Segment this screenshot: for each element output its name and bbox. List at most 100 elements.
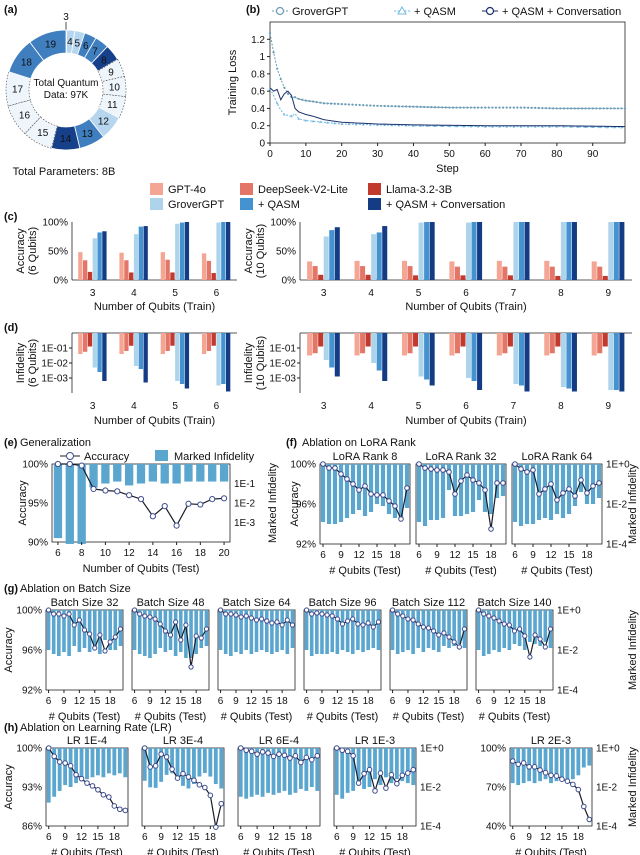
infidelity-bar	[46, 748, 51, 803]
loss-point	[605, 107, 609, 110]
y-tick-label: 0	[259, 139, 265, 150]
x-tick-label: 90	[587, 149, 599, 160]
accuracy-point	[237, 745, 244, 751]
bar-0-2	[401, 333, 408, 356]
panel-g-xlabel: # Qubits (Test)	[49, 711, 121, 723]
legend-acc-label: Accuracy	[84, 451, 130, 463]
infidelity-bar	[229, 610, 233, 656]
accuracy-point	[434, 467, 440, 473]
y-tick-label: 50%	[276, 247, 296, 258]
infidelity-bar	[543, 610, 548, 642]
accuracy-point	[380, 492, 386, 498]
accuracy-point	[152, 616, 158, 622]
x-tick-label: 8	[558, 401, 564, 412]
bar-4-6	[613, 333, 619, 390]
loss-point	[268, 32, 272, 35]
bar-1-6	[597, 333, 603, 354]
accuracy-point	[218, 800, 225, 807]
loss-point	[283, 113, 286, 116]
y-tick-label: 0.8	[251, 69, 265, 80]
loss-point	[462, 106, 465, 109]
accuracy-point	[431, 628, 437, 634]
bar-2-1	[129, 333, 134, 346]
accuracy-point	[522, 633, 528, 639]
accuracy-point	[578, 477, 584, 483]
bar-4-1	[138, 333, 143, 369]
infidelity-bar	[340, 748, 345, 799]
accuracy-point	[372, 788, 378, 794]
infidelity-bar	[361, 610, 365, 652]
loss-point	[598, 107, 601, 110]
accuracy-point	[147, 764, 153, 770]
inf-tick-label: 1E-2	[420, 783, 442, 794]
donut-label-6: 6	[83, 41, 89, 52]
accuracy-point	[196, 781, 203, 788]
loss-point	[304, 119, 308, 122]
infidelity-bar	[184, 610, 188, 658]
loss-point	[595, 107, 598, 110]
accuracy-point	[269, 620, 275, 626]
x-tick-label: 18	[195, 548, 207, 559]
loss-point	[523, 106, 526, 109]
panel-h-xlabel: # Qubits (Test)	[243, 847, 315, 855]
x-tick-label: 18	[485, 550, 497, 561]
infidelity-bar	[184, 464, 193, 482]
bar-5-2	[429, 333, 435, 386]
bar-0-5	[544, 333, 550, 356]
accuracy-point	[395, 611, 401, 617]
donut-center-line2: Data: 97K	[44, 90, 89, 101]
loss-point	[423, 105, 426, 109]
panel-f-label: (f)	[286, 437, 297, 449]
legend-swatch-1	[240, 183, 253, 195]
y-axis-subtitle: (6 Qubits)	[27, 339, 39, 387]
infidelity-bar	[219, 748, 224, 789]
accuracy-point	[486, 613, 492, 619]
inf-tick-label: 1E-4	[557, 686, 579, 697]
panel-g-xlabel: # Qubits (Test)	[221, 711, 293, 723]
infidelity-bar	[533, 610, 537, 644]
loss-point	[394, 105, 397, 108]
y-tick-label: 1E-01	[41, 344, 68, 355]
loss-point	[311, 100, 315, 103]
bar-5-5	[571, 222, 577, 280]
infidelity-bar	[304, 748, 309, 791]
loss-point	[591, 125, 595, 129]
loss-point	[361, 123, 365, 126]
donut-chart: 3 4 5 6 789 10 11 12 13 14 15 16 17 18 19	[5, 12, 127, 151]
infidelity-bar	[392, 464, 398, 518]
accuracy-point	[97, 632, 103, 638]
acc-tick-label: 100%	[16, 744, 42, 755]
infidelity-bar	[325, 610, 329, 654]
x-tick-label: 18	[397, 832, 409, 843]
infidelity-bar	[112, 748, 117, 776]
x-tick-label: 12	[332, 696, 344, 707]
accuracy-point	[386, 498, 392, 504]
bar-3-0	[323, 333, 329, 360]
donut-segment-14	[50, 125, 81, 151]
y-tick-label: 1E-02	[269, 359, 296, 370]
subplot-title: Batch Size 140	[478, 597, 552, 609]
x-tick-label: 4	[368, 401, 374, 412]
loss-point	[548, 125, 551, 128]
panel-f-xlabel: # Qubits (Test)	[521, 565, 593, 577]
donut-label-9: 9	[108, 67, 114, 78]
bar-5-1	[143, 226, 148, 280]
y-axis-title: Accuracy	[243, 228, 255, 274]
loss-point	[555, 107, 558, 110]
loss-point	[365, 104, 368, 107]
inf-tick-label: 1E-3	[234, 518, 256, 529]
x-tick-label: 18	[205, 832, 217, 843]
bar-1-3	[206, 333, 212, 351]
accuracy-point	[360, 622, 366, 628]
loss-point	[498, 125, 501, 128]
accuracy-point	[270, 753, 277, 760]
loss-point	[480, 106, 483, 109]
donut-label-3: 3	[63, 12, 69, 23]
accuracy-point	[142, 613, 148, 619]
loss-point	[397, 123, 401, 127]
infidelity-bar	[57, 610, 61, 656]
infidelity-bar	[374, 464, 380, 504]
infidelity-bar	[208, 748, 213, 777]
infidelity-bar	[458, 464, 464, 516]
loss-point	[505, 106, 508, 109]
